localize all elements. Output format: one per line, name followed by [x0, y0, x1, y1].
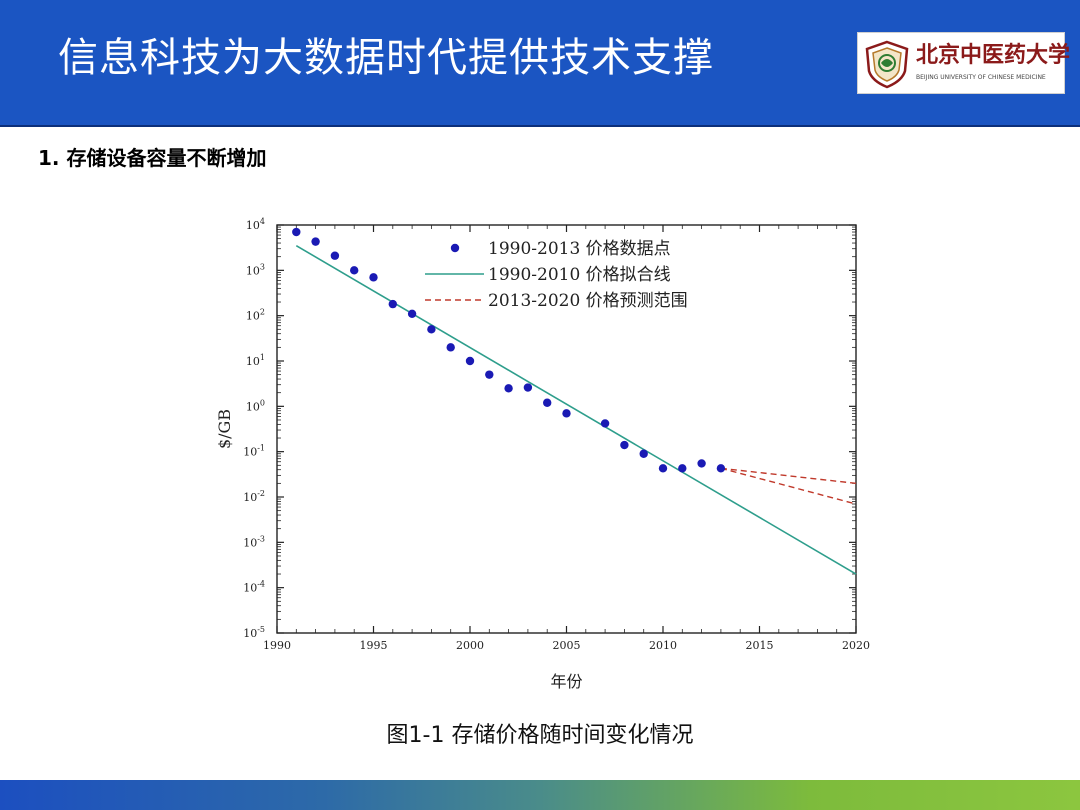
legend-label-forecast: 2013-2020 价格预测范围 [488, 291, 688, 311]
data-point [485, 370, 494, 379]
x-tick-label: 2000 [456, 639, 484, 652]
y-tick-label: 10-1 [243, 444, 265, 459]
data-point [504, 384, 513, 393]
legend-label-points: 1990-2013 价格数据点 [488, 239, 671, 259]
data-point [427, 325, 436, 334]
data-point [562, 409, 571, 418]
y-tick-label: 10-3 [243, 534, 265, 549]
data-point [369, 273, 378, 282]
section-heading: 1. 存储设备容量不断增加 [38, 146, 267, 170]
data-point [600, 419, 610, 428]
fit-line [295, 244, 857, 575]
chart-container: 104 103 102 101 100 10-1 10-2 10-3 10-4 10-5 1990 1… [200, 200, 880, 700]
x-tick-label: 2010 [649, 639, 677, 652]
data-point [446, 343, 455, 352]
x-tick-label: 1995 [360, 639, 388, 652]
data-point [620, 440, 629, 450]
footer-bar [0, 780, 1080, 810]
data-point [678, 464, 687, 473]
data-point [543, 398, 552, 407]
logo-name: 北京中医药大学 [916, 42, 1071, 68]
y-tick-label: 101 [246, 353, 265, 368]
university-logo: 北京中医药大学 BEIJING UNIVERSITY OF CHINESE ME… [857, 32, 1070, 94]
y-tick-label: 10-5 [243, 625, 265, 640]
data-point [716, 464, 726, 473]
y-tick-label: 102 [246, 308, 265, 323]
forecast-line [720, 467, 857, 505]
legend-marker-points [450, 243, 460, 253]
data-point [350, 266, 359, 275]
data-point [523, 383, 533, 392]
y-tick-label: 10-2 [243, 489, 265, 504]
legend-label-fit: 1990-2010 价格拟合线 [488, 265, 671, 285]
data-point [407, 309, 417, 318]
y-tick-label: 103 [246, 262, 265, 277]
y-tick-label: 10-4 [243, 580, 265, 595]
data-point [311, 237, 320, 246]
slide-header: 信息科技为大数据时代提供技术支撑 北京中医药大学 BEIJING UNIVERS… [0, 0, 1080, 127]
x-tick-label: 2005 [553, 639, 581, 652]
slide-title: 信息科技为大数据时代提供技术支撑 [58, 35, 714, 81]
data-point [658, 464, 668, 473]
y-axis-label: $/GB [215, 409, 234, 449]
data-point [292, 227, 301, 237]
logo-subtitle: BEIJING UNIVERSITY OF CHINESE MEDICINE [916, 74, 1046, 81]
x-tick-label: 2020 [842, 639, 870, 652]
data-point [697, 459, 706, 468]
x-tick-label: 1990 [263, 639, 291, 652]
university-emblem-icon [865, 40, 909, 89]
data-point [639, 449, 648, 458]
x-tick-label: 2015 [746, 639, 774, 652]
data-point [465, 356, 475, 366]
forecast-line [720, 467, 857, 485]
data-point [330, 251, 340, 260]
x-axis-label: 年份 [550, 672, 582, 691]
figure-caption: 图1-1 存储价格随时间变化情况 [386, 723, 694, 748]
y-tick-label: 104 [246, 217, 265, 232]
data-point [388, 299, 397, 309]
y-tick-label: 100 [246, 398, 265, 413]
